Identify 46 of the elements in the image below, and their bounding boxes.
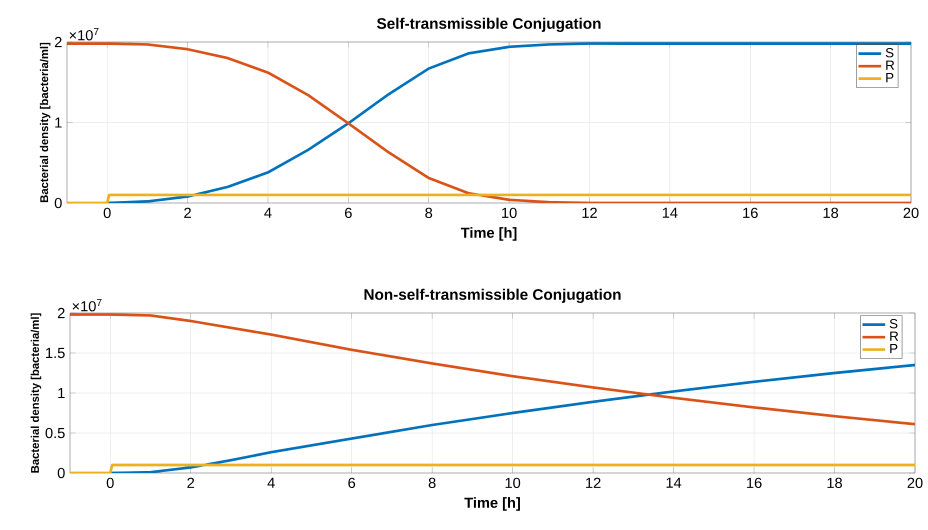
x-tick-label: 18 xyxy=(824,208,838,218)
legend-label: S xyxy=(890,318,898,328)
x-tick-label: 14 xyxy=(662,208,678,218)
x-tick-label: 20 xyxy=(904,208,919,218)
x-tick-label: 10 xyxy=(502,208,517,218)
y-tick-label: 0 xyxy=(58,468,65,478)
y-tick-label: 0.5 xyxy=(46,428,65,438)
x-tick-label: 0 xyxy=(106,478,114,488)
x-tick-label: 12 xyxy=(582,208,597,218)
x-tick-label: 18 xyxy=(828,478,842,488)
x-tick-label: 6 xyxy=(345,208,352,218)
x-tick-label: 2 xyxy=(184,208,191,218)
x-tick-label: 4 xyxy=(267,478,275,488)
line-series xyxy=(70,313,916,426)
x-tick-label: 14 xyxy=(666,478,682,488)
y-tick-label: 2 xyxy=(54,36,62,48)
x-tick-label: 20 xyxy=(908,478,923,488)
y-tick-label: 1.5 xyxy=(46,348,65,358)
y-tick-label: 1 xyxy=(58,388,65,398)
y-tick-label: 2 xyxy=(58,308,65,318)
x-tick-label: 4 xyxy=(264,208,272,218)
x-axis-title: Time [h] xyxy=(464,497,520,511)
y-tick-label: 1 xyxy=(55,117,62,128)
x-tick-label: 12 xyxy=(586,478,600,488)
text: ×10$^{7}$ xyxy=(70,28,99,40)
legend-label: P xyxy=(890,344,898,354)
y-axis-title: Bacterial density [bacteria/ml] xyxy=(30,313,42,473)
line-series xyxy=(108,364,916,473)
x-tick-label: 2 xyxy=(187,478,194,488)
y-tick-label: 0 xyxy=(54,198,62,208)
x-axis-title: Time [h] xyxy=(460,227,516,241)
x-tick-label: 16 xyxy=(743,208,758,218)
chart-title: Self-transmissible Conjugation xyxy=(376,18,601,32)
chart-title: Non-self-transmissible Conjugation xyxy=(364,288,621,303)
x-tick-label: 8 xyxy=(425,208,432,218)
legend-label: P xyxy=(886,73,894,82)
x-tick-label: 10 xyxy=(506,478,520,488)
x-tick-label: 0 xyxy=(104,208,111,218)
x-tick-label: 8 xyxy=(428,478,436,488)
y-axis-title: Bacterial density [bacteria/ml] xyxy=(40,42,50,202)
text: ×10$^{7}$ xyxy=(72,298,102,312)
x-tick-label: 6 xyxy=(348,478,356,488)
legend-label: R xyxy=(890,332,898,341)
x-tick-label: 16 xyxy=(747,478,762,488)
legend-label: S xyxy=(886,48,894,58)
legend-label: R xyxy=(886,60,894,70)
